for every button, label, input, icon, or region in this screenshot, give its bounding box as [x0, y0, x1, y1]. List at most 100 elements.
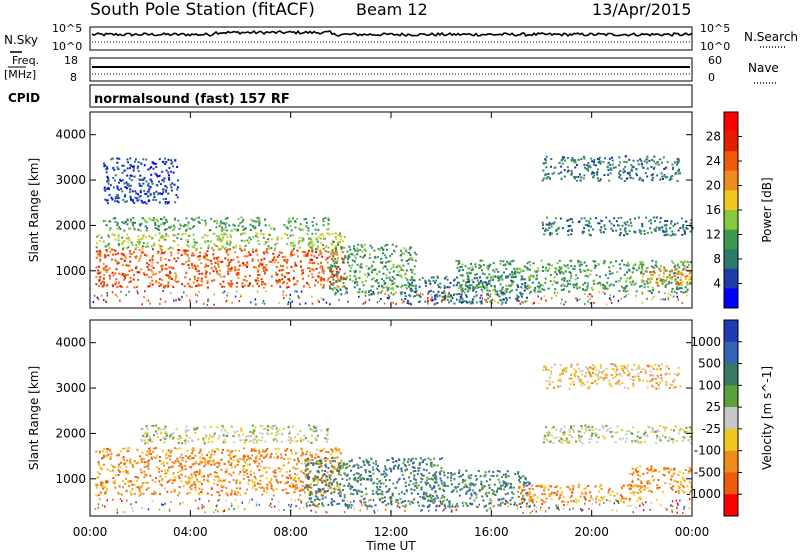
- range-cell: [125, 294, 127, 297]
- range-cell: [236, 458, 239, 461]
- range-cell: [580, 176, 583, 179]
- range-cell: [187, 476, 190, 479]
- range-cell: [632, 166, 635, 169]
- range-cell: [356, 253, 359, 256]
- range-cell: [438, 471, 441, 474]
- range-cell: [149, 259, 152, 262]
- range-cell: [349, 485, 352, 488]
- range-cell: [666, 161, 669, 164]
- range-cell: [170, 466, 173, 469]
- range-cell: [315, 492, 318, 495]
- range-cell: [261, 474, 264, 477]
- range-cell: [108, 247, 111, 250]
- range-cell: [236, 460, 239, 462]
- range-cell: [261, 301, 264, 304]
- range-cell: [308, 491, 311, 494]
- range-cell: [507, 482, 510, 485]
- range-cell: [217, 247, 220, 250]
- range-cell: [561, 227, 564, 230]
- range-cell: [286, 448, 289, 450]
- range-cell: [127, 274, 129, 276]
- range-cell: [677, 272, 680, 275]
- range-cell: [370, 289, 372, 292]
- range-cell: [624, 165, 627, 168]
- range-cell: [311, 268, 314, 271]
- range-cell: [316, 478, 319, 480]
- range-cell: [417, 492, 419, 495]
- range-cell: [684, 278, 687, 281]
- range-cell: [329, 453, 332, 456]
- range-cell: [114, 283, 117, 286]
- range-cell: [408, 252, 411, 254]
- nave-tick-bottom: 0: [708, 71, 715, 84]
- nsky-tick-top: 10^5: [52, 22, 82, 35]
- range-cell: [311, 442, 314, 445]
- range-cell: [263, 489, 266, 492]
- range-cell: [266, 448, 269, 451]
- range-cell: [120, 179, 123, 182]
- range-cell: [545, 166, 548, 169]
- range-cell: [300, 439, 303, 442]
- range-cell: [164, 185, 167, 188]
- range-cell: [365, 265, 368, 268]
- range-cell: [369, 244, 372, 247]
- range-cell: [652, 216, 655, 219]
- range-cell: [143, 461, 146, 464]
- range-cell: [383, 475, 386, 478]
- range-cell: [468, 267, 471, 270]
- range-cell: [311, 276, 314, 279]
- range-cell: [116, 454, 119, 457]
- range-cell: [356, 490, 358, 493]
- range-cell: [145, 158, 148, 161]
- range-cell: [387, 260, 390, 263]
- range-cell: [414, 485, 417, 488]
- range-cell: [114, 238, 117, 241]
- range-cell: [510, 279, 513, 282]
- range-cell: [544, 173, 547, 176]
- range-cell: [326, 490, 329, 492]
- range-cell: [487, 292, 489, 295]
- range-cell: [176, 448, 179, 450]
- range-cell: [618, 176, 621, 179]
- range-cell: [354, 489, 357, 492]
- range-cell: [501, 293, 504, 296]
- range-cell: [645, 216, 648, 219]
- range-cell: [526, 300, 529, 302]
- range-cell: [378, 285, 380, 288]
- range-cell: [168, 466, 170, 469]
- range-cell: [98, 233, 101, 236]
- range-cell: [603, 260, 606, 263]
- range-cell: [159, 218, 162, 220]
- range-cell: [109, 277, 111, 280]
- range-cell: [326, 438, 329, 440]
- range-cell: [278, 301, 280, 304]
- range-cell: [147, 467, 150, 470]
- range-cell: [512, 259, 515, 262]
- range-cell: [678, 169, 681, 172]
- range-cell: [198, 216, 201, 219]
- range-cell: [311, 242, 314, 245]
- range-cell: [459, 266, 462, 268]
- range-cell: [159, 456, 161, 458]
- range-cell: [337, 241, 340, 244]
- range-cell: [380, 492, 383, 495]
- range-cell: [327, 217, 330, 220]
- range-cell: [560, 177, 563, 180]
- range-cell: [303, 435, 306, 437]
- range-cell: [121, 241, 124, 243]
- range-cell: [150, 276, 153, 279]
- range-cell: [272, 258, 275, 261]
- range-cell: [184, 271, 187, 274]
- range-cell: [142, 234, 145, 237]
- range-cell: [409, 246, 412, 249]
- range-cell: [557, 291, 559, 294]
- nsky-panel: N.Sky 10^5 10^0 10^5 10^0 N.Search: [4, 22, 798, 53]
- range-cell: [327, 251, 330, 254]
- range-cell: [324, 470, 326, 472]
- range-cell: [255, 248, 258, 251]
- range-cell: [504, 473, 507, 476]
- range-cell: [592, 176, 595, 179]
- range-cell: [232, 471, 235, 474]
- range-cell: [511, 289, 513, 292]
- range-cell: [327, 228, 330, 231]
